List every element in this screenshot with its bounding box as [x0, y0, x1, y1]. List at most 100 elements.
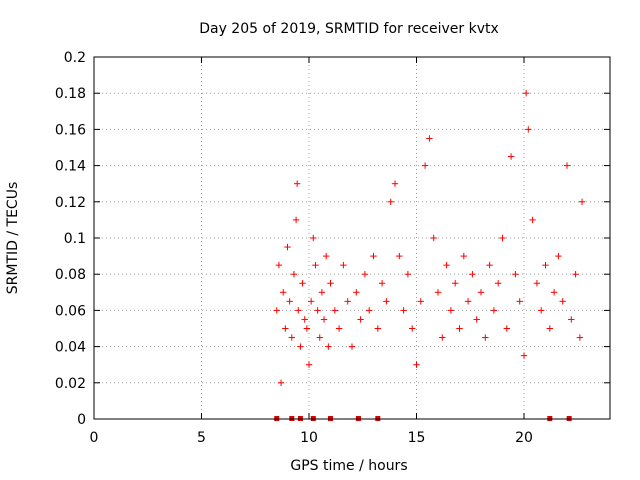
data-point [325, 343, 332, 350]
data-point [307, 298, 315, 305]
data-point [323, 252, 330, 260]
data-point [490, 307, 498, 314]
y-tick-label: 0.16 [55, 122, 86, 138]
data-point [305, 361, 313, 368]
data-point [550, 289, 558, 296]
y-tick-label: 0.18 [55, 86, 86, 102]
data-point [378, 280, 386, 287]
x-tick-label: 0 [90, 430, 99, 446]
data-point [366, 307, 373, 314]
data-point [348, 343, 356, 350]
data-point [555, 252, 562, 260]
data-point [434, 289, 442, 296]
y-tick-label: 0.06 [55, 303, 86, 319]
data-point [546, 325, 553, 332]
data-point [314, 307, 321, 314]
data-point [275, 261, 283, 269]
data-point [404, 271, 412, 278]
data-point [299, 280, 306, 287]
data-point [421, 162, 429, 169]
data-point [357, 316, 364, 323]
data-point [443, 261, 450, 269]
x-tick-label: 20 [515, 430, 533, 446]
data-point [318, 289, 326, 296]
data-point [361, 271, 369, 278]
data-point [391, 180, 399, 187]
y-tick-label: 0.14 [55, 159, 86, 175]
data-point [452, 280, 459, 287]
x-axis-ticks: 0 5 10 15 20 [90, 57, 533, 446]
y-tick-label: 0.12 [55, 195, 86, 211]
data-point [578, 198, 586, 205]
data-points [273, 90, 586, 386]
data-point [383, 298, 390, 305]
data-point [507, 153, 515, 160]
data-point [310, 234, 317, 242]
data-point [340, 261, 347, 269]
data-point [353, 289, 360, 296]
data-point [286, 298, 293, 305]
data-point [522, 90, 530, 97]
data-point [430, 234, 437, 242]
data-point [538, 307, 545, 314]
data-point [525, 126, 532, 133]
data-point [499, 234, 506, 242]
y-axis-label: SRMTID / TECUs [5, 182, 21, 295]
data-point [295, 307, 302, 314]
data-point [529, 216, 536, 224]
y-tick-label: 0 [77, 412, 86, 428]
data-point [331, 307, 338, 314]
x-tick-label: 10 [300, 430, 318, 446]
data-point [273, 307, 280, 314]
data-point [277, 379, 285, 386]
data-point [303, 325, 311, 332]
data-point [301, 316, 308, 323]
data-point [447, 307, 455, 314]
data-point [293, 180, 301, 187]
data-point [542, 261, 549, 269]
data-point [520, 352, 528, 359]
data-point [503, 325, 510, 332]
data-point [344, 298, 351, 305]
data-point [292, 216, 300, 224]
data-point [284, 243, 291, 251]
data-point [469, 271, 476, 278]
data-point [417, 298, 424, 305]
data-point [576, 334, 584, 341]
data-point [413, 361, 420, 368]
data-point [464, 298, 472, 305]
data-point [280, 289, 287, 296]
data-point [400, 307, 407, 314]
data-point [288, 334, 295, 341]
data-point [335, 325, 343, 332]
chart-title: Day 205 of 2019, SRMTID for receiver kvt… [199, 21, 499, 37]
x-tick-label: 5 [197, 430, 206, 446]
data-point [312, 261, 319, 269]
data-point [563, 162, 571, 169]
data-point [572, 271, 579, 278]
x-tick-label: 15 [408, 430, 426, 446]
data-point [409, 325, 416, 332]
data-point [327, 280, 334, 287]
data-point [533, 280, 541, 287]
data-point [316, 334, 323, 341]
data-point [387, 198, 394, 205]
data-point [426, 135, 433, 142]
data-point [568, 316, 575, 323]
data-point [320, 316, 328, 323]
data-point [486, 261, 493, 269]
x-axis-label: GPS time / hours [290, 458, 407, 474]
data-point [473, 316, 480, 323]
y-tick-label: 0.1 [64, 231, 86, 247]
data-point [370, 252, 377, 260]
data-point [512, 271, 519, 278]
y-tick-label: 0.08 [55, 267, 86, 283]
data-point [396, 252, 403, 260]
y-axis-ticks: 0 0.02 0.04 0.06 0.08 0.1 0.12 0.14 0.16 0.18 0.2 [55, 50, 610, 428]
data-point [290, 271, 298, 278]
y-tick-label: 0.02 [55, 376, 86, 392]
grid-lines [94, 57, 610, 419]
data-point [282, 325, 289, 332]
data-point [559, 298, 566, 305]
